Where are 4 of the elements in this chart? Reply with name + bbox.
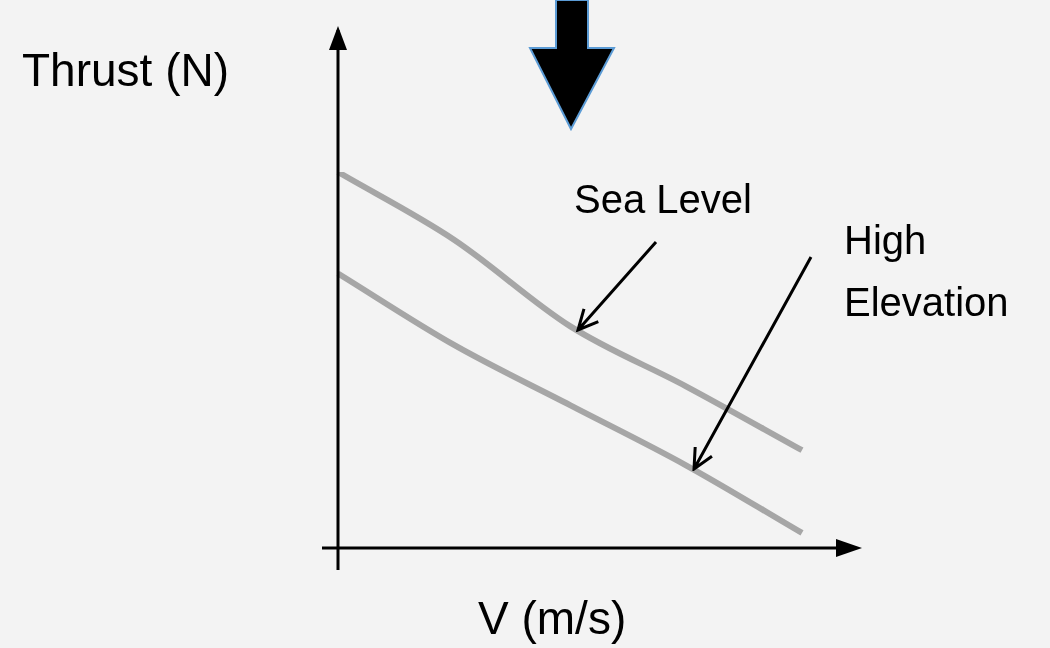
x-axis-title: V (m/s)	[478, 591, 627, 646]
y-axis-title: Thrust (N)	[22, 43, 229, 98]
text: High Elevation	[844, 218, 1009, 325]
text: Sea Level	[574, 177, 752, 222]
